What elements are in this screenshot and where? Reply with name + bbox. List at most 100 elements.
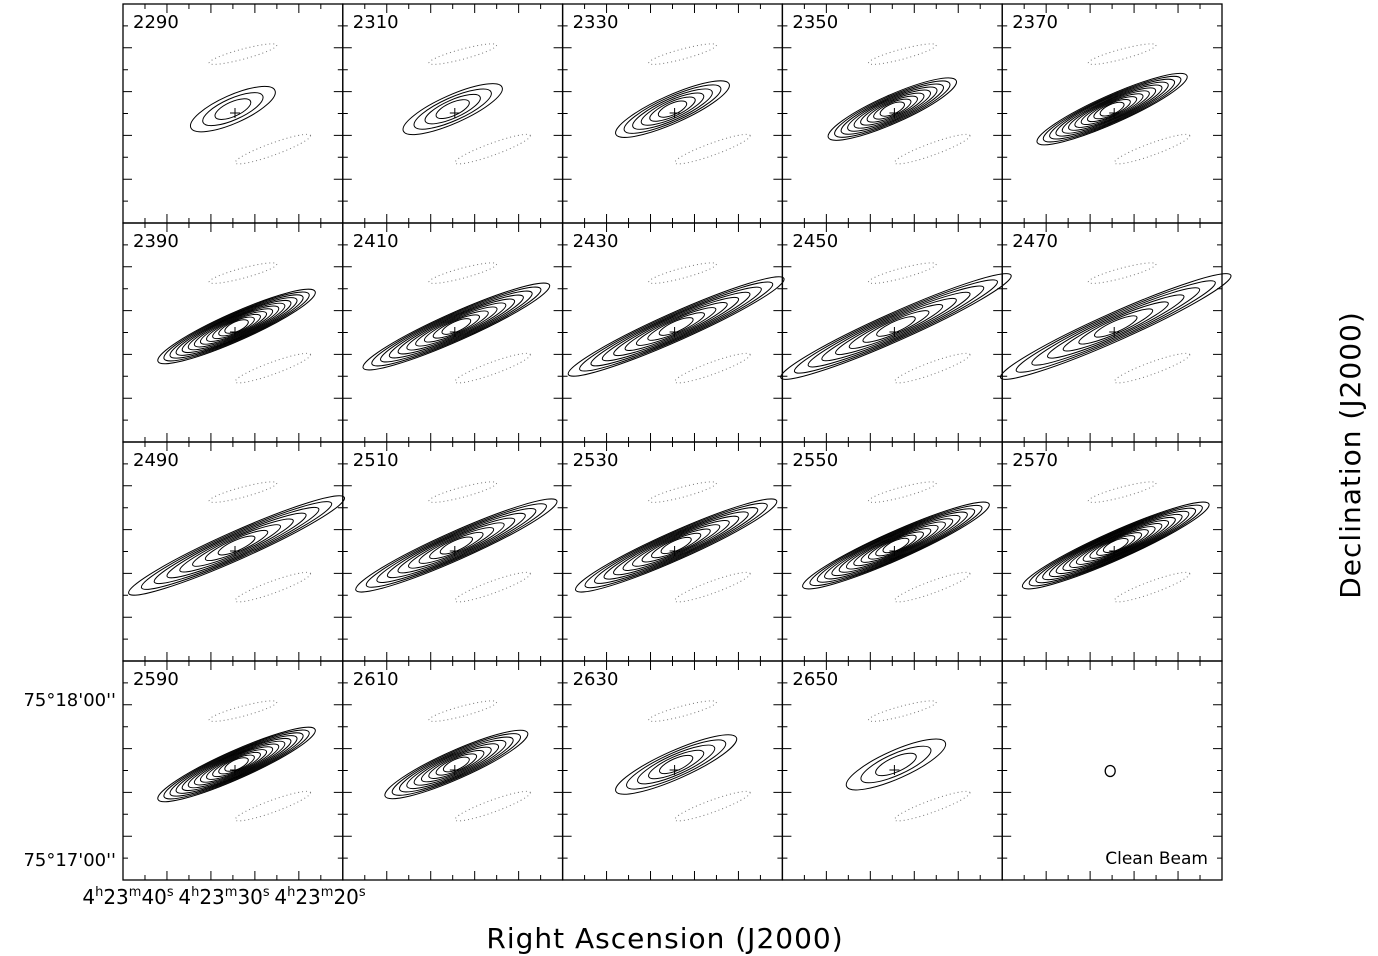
panel: 2610 bbox=[342, 660, 564, 881]
tick bbox=[1002, 223, 1222, 442]
negative-contour bbox=[674, 790, 751, 822]
tick bbox=[782, 4, 1003, 223]
contour bbox=[406, 302, 507, 351]
tick bbox=[342, 442, 563, 661]
contour bbox=[175, 735, 298, 794]
contour bbox=[835, 297, 957, 356]
tick bbox=[342, 223, 563, 442]
tick bbox=[782, 223, 1003, 442]
panel: 2410 bbox=[342, 222, 564, 443]
tick bbox=[562, 223, 783, 442]
tick bbox=[562, 223, 783, 442]
tick bbox=[1002, 661, 1222, 880]
tick bbox=[342, 223, 563, 442]
contour bbox=[821, 291, 971, 362]
tick bbox=[123, 223, 343, 442]
tick bbox=[562, 442, 783, 661]
tick bbox=[562, 223, 783, 442]
tick bbox=[1002, 223, 1222, 442]
contour bbox=[838, 518, 954, 573]
contour bbox=[192, 524, 282, 567]
contour bbox=[1078, 308, 1154, 345]
tick bbox=[782, 442, 1003, 661]
tick bbox=[342, 4, 563, 223]
y-tick-label: 75°17'00'' bbox=[23, 850, 116, 871]
contour bbox=[408, 522, 505, 569]
contour bbox=[622, 520, 730, 571]
contour bbox=[632, 524, 721, 567]
tick bbox=[782, 442, 1003, 661]
contour bbox=[613, 296, 740, 357]
tick bbox=[1002, 4, 1222, 223]
tick bbox=[342, 442, 563, 661]
contour bbox=[1068, 87, 1157, 131]
contour bbox=[824, 511, 968, 580]
tick bbox=[123, 442, 343, 661]
negative-contour bbox=[208, 481, 278, 503]
tick bbox=[123, 442, 343, 661]
center-cross bbox=[1109, 546, 1120, 556]
tick bbox=[123, 661, 343, 880]
tick bbox=[1002, 4, 1222, 223]
contour bbox=[439, 536, 474, 555]
tick bbox=[123, 4, 343, 223]
tick bbox=[1002, 661, 1222, 880]
contour bbox=[163, 729, 310, 800]
panel: 2330 bbox=[561, 3, 784, 224]
negative-contour bbox=[1113, 571, 1191, 603]
center-cross bbox=[449, 765, 460, 775]
center-cross bbox=[1109, 108, 1120, 118]
panel-frame bbox=[1001, 660, 1223, 881]
negative-contour bbox=[648, 700, 717, 722]
contour bbox=[575, 498, 778, 593]
tick bbox=[782, 442, 1003, 661]
negative-contour bbox=[428, 700, 498, 722]
contour bbox=[386, 512, 526, 579]
contour bbox=[860, 528, 932, 563]
contour bbox=[807, 285, 985, 368]
tick bbox=[342, 223, 563, 442]
contour bbox=[590, 286, 762, 367]
negative-contour bbox=[1087, 262, 1157, 284]
y-tick-label: 75°18'00'' bbox=[23, 690, 116, 711]
tick bbox=[1002, 442, 1222, 661]
tick bbox=[123, 661, 343, 880]
tick bbox=[342, 661, 563, 880]
contour bbox=[860, 92, 925, 126]
tick bbox=[1002, 442, 1222, 661]
contour bbox=[866, 95, 918, 123]
contour bbox=[441, 318, 472, 335]
contour bbox=[384, 729, 529, 800]
center-cross bbox=[669, 546, 680, 556]
contour bbox=[391, 733, 522, 796]
channel-label: 2330 bbox=[573, 12, 619, 33]
panel: 2450 bbox=[780, 222, 1012, 443]
contour bbox=[875, 752, 917, 777]
channel-label: 2590 bbox=[133, 669, 179, 690]
tick bbox=[342, 661, 563, 880]
contour bbox=[831, 514, 961, 577]
channel-label: 2630 bbox=[573, 669, 619, 690]
panel: 2630 bbox=[561, 660, 784, 881]
contour bbox=[1062, 301, 1169, 352]
contour bbox=[413, 88, 492, 130]
tick bbox=[782, 661, 1003, 880]
contour bbox=[1048, 513, 1183, 578]
tick bbox=[1002, 442, 1222, 661]
contour bbox=[840, 83, 944, 135]
contour bbox=[399, 736, 514, 793]
contour bbox=[1036, 72, 1188, 146]
negative-contour bbox=[1087, 481, 1157, 503]
panel: 2430 bbox=[561, 222, 785, 443]
tick bbox=[782, 442, 1003, 661]
x-tick-label: 4h23m40s bbox=[82, 885, 174, 909]
tick bbox=[782, 4, 1003, 223]
contour bbox=[166, 512, 307, 579]
tick bbox=[123, 442, 343, 661]
tick bbox=[1002, 4, 1222, 223]
contour bbox=[853, 89, 931, 129]
contour bbox=[157, 726, 316, 803]
tick bbox=[1002, 661, 1222, 880]
tick bbox=[782, 442, 1003, 661]
